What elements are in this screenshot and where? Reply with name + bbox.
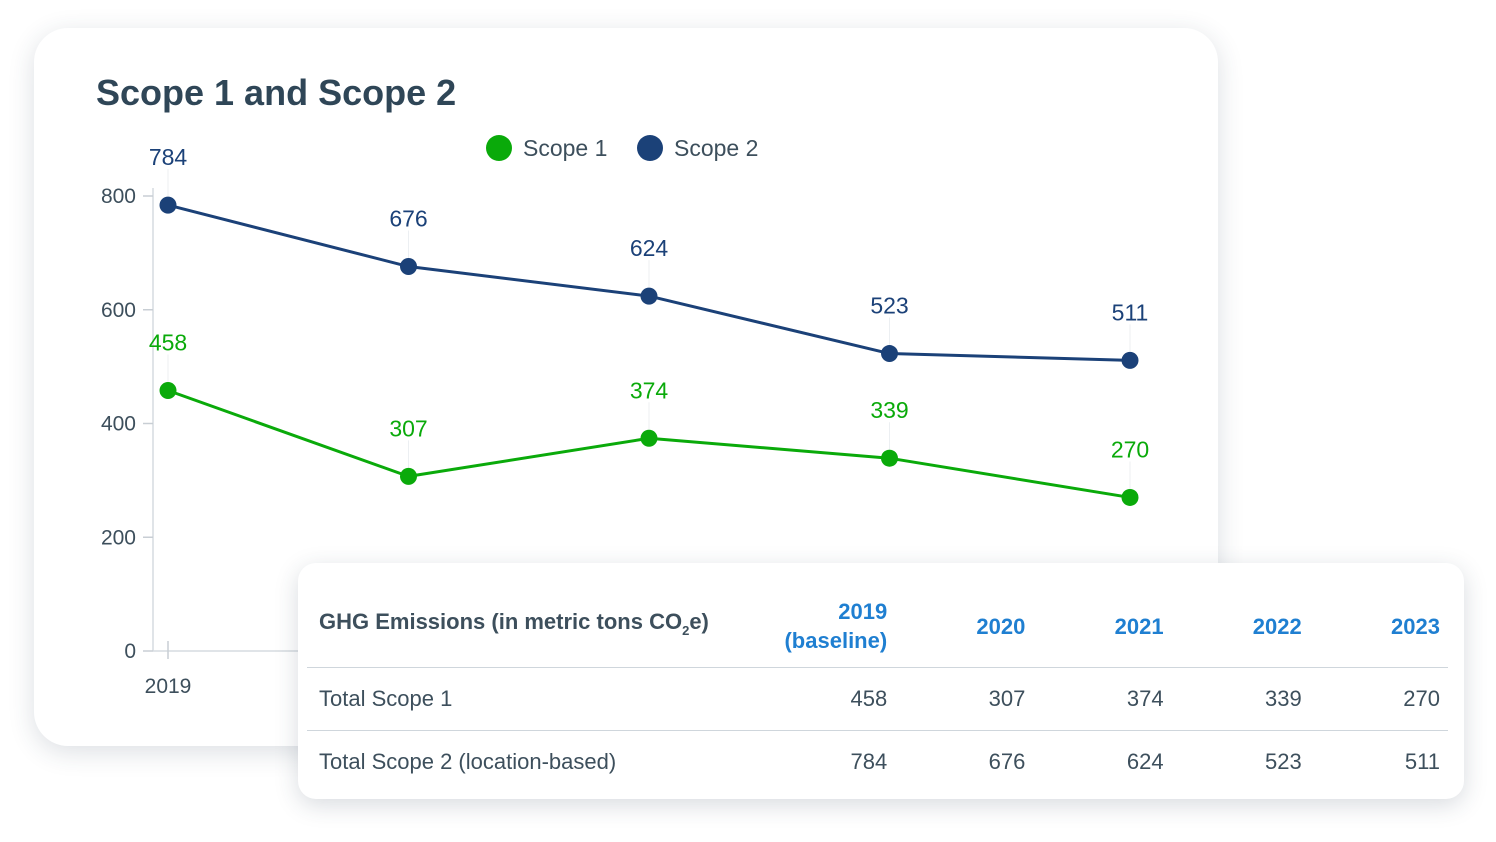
y-tick-label: 200 <box>101 526 136 549</box>
scope-2-data-label: 511 <box>1112 299 1149 325</box>
scope-1-data-label: 307 <box>389 415 427 441</box>
scope-1-data-label: 339 <box>870 397 908 423</box>
table-cell: 374 <box>1126 686 1164 711</box>
table-cell: 523 <box>1171 730 1310 793</box>
scope-2-point <box>881 345 898 363</box>
scope-1-point <box>159 382 177 400</box>
table-cell: 458 <box>850 686 888 711</box>
year-header-2021: 2021 <box>1033 585 1172 668</box>
scope-1-data-label: 458 <box>149 330 187 356</box>
scope-2-point <box>640 287 658 305</box>
table-header-label: GHG Emissions (in metric tons CO2e) <box>307 585 757 668</box>
scope-2-data-label: 624 <box>630 235 669 261</box>
legend-label-scope-2: Scope 2 <box>674 135 758 161</box>
scope-1-point <box>400 467 417 485</box>
year-header-2023: 2023 <box>1309 585 1448 668</box>
scope-2-data-label: 784 <box>149 144 188 170</box>
emissions-table: GHG Emissions (in metric tons CO2e) 2019… <box>307 585 1448 793</box>
table-header-row: GHG Emissions (in metric tons CO2e) 2019… <box>307 585 1448 668</box>
scope-2-point <box>1121 351 1139 369</box>
legend-label-scope-1: Scope 1 <box>523 135 607 161</box>
scope-1-point <box>881 449 898 467</box>
table-cell: 511 <box>1309 730 1448 793</box>
table-cell: 270 <box>1403 686 1440 711</box>
y-tick-label: 0 <box>124 640 136 663</box>
table-cell: 624 <box>1033 730 1172 793</box>
emissions-table-card: GHG Emissions (in metric tons CO2e) 2019… <box>298 563 1464 799</box>
y-tick-label: 800 <box>101 185 136 208</box>
table-row-scope-1: Total Scope 1 458 307 374 339 270 <box>307 668 1448 731</box>
line-chart: 0 200 400 600 800 2019 458 307 374 339 270 784 676 62… <box>101 135 1194 698</box>
year-header-2020: 2020 <box>895 585 1034 668</box>
scope-1-point <box>1121 488 1139 506</box>
legend-marker-scope-2 <box>637 135 663 161</box>
table-cell: 676 <box>895 730 1034 793</box>
chart-title: Scope 1 and Scope 2 <box>96 72 457 113</box>
x-tick-label: 2019 <box>145 675 192 698</box>
year-header-2022: 2022 <box>1171 585 1310 668</box>
y-tick-label: 400 <box>101 413 136 436</box>
legend-marker-scope-1 <box>486 135 512 161</box>
scope-1-point <box>640 429 658 447</box>
row-label: Total Scope 2 (location-based) <box>307 730 757 793</box>
table-cell: 339 <box>1265 686 1302 711</box>
scope-2-point <box>400 258 417 276</box>
table-cell: 307 <box>988 686 1026 711</box>
row-label: Total Scope 1 <box>319 686 453 711</box>
scope-2-data-label: 676 <box>389 206 427 232</box>
table-cell: 784 <box>757 730 896 793</box>
table-row-scope-2: Total Scope 2 (location-based) 784 676 6… <box>307 730 1448 793</box>
y-tick-label: 600 <box>101 299 136 322</box>
scope-2-point <box>159 196 177 214</box>
scope-1-data-label: 374 <box>630 377 669 403</box>
scope-1-data-label: 270 <box>1111 436 1149 462</box>
year-header-2019: 2019 (baseline) <box>757 585 896 668</box>
scope-2-data-label: 523 <box>870 293 908 319</box>
